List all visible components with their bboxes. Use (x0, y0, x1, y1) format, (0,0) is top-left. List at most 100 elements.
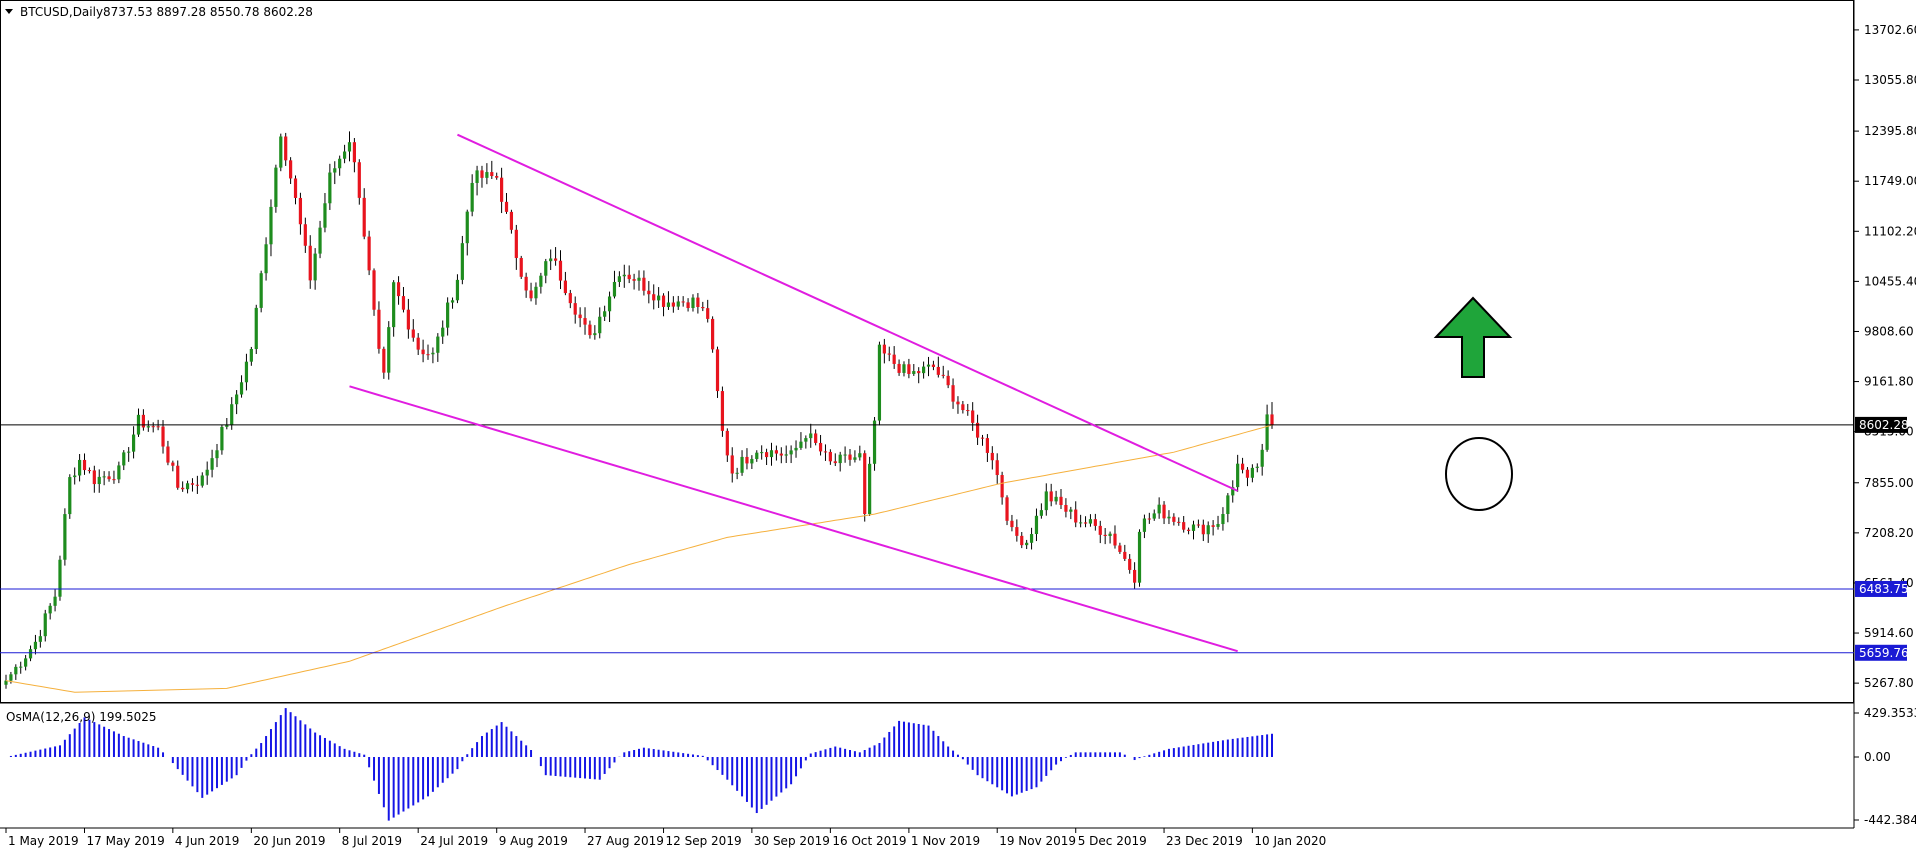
breakout-circle[interactable] (1445, 437, 1513, 511)
candle (553, 247, 558, 266)
candle-body (1152, 513, 1156, 519)
candle (740, 450, 744, 476)
candle (387, 321, 391, 380)
candle (230, 397, 234, 430)
candle-body (1196, 524, 1201, 526)
candle (1010, 514, 1014, 532)
candle (612, 270, 617, 299)
drawing-objects[interactable] (0, 133, 1854, 654)
candle (671, 296, 675, 313)
candle (367, 230, 371, 276)
candle (701, 301, 705, 312)
channel-trendline[interactable] (349, 385, 1238, 653)
candle (858, 445, 862, 461)
candle (1039, 503, 1043, 519)
candle-body (141, 414, 145, 428)
candle-body (1172, 516, 1176, 522)
candle-body (730, 455, 734, 474)
candle (446, 297, 450, 336)
candle (1152, 509, 1156, 521)
candle-body (961, 404, 965, 411)
candle-body (455, 279, 460, 301)
candle (176, 460, 180, 490)
candle (853, 450, 857, 463)
candle-body (971, 410, 975, 423)
candle (181, 481, 185, 492)
candle (4, 674, 8, 689)
candle (666, 291, 671, 310)
candle (1000, 471, 1004, 505)
candle-body (38, 636, 42, 642)
candle (1255, 463, 1259, 473)
candle-body (652, 294, 656, 301)
candle (779, 447, 783, 464)
candle (1240, 457, 1245, 474)
candle-body (1025, 542, 1029, 546)
candle (441, 320, 445, 344)
candle (504, 192, 509, 214)
candle-body (872, 420, 877, 464)
candle (1015, 519, 1019, 542)
candle-body (882, 344, 886, 354)
candle (1083, 516, 1088, 528)
candle (524, 272, 528, 298)
candle-body (274, 167, 278, 207)
candle-body (63, 514, 67, 560)
candle (588, 320, 592, 339)
candle-body (48, 605, 52, 614)
candle (141, 409, 145, 431)
candle (1147, 512, 1151, 524)
candle-body (347, 142, 352, 152)
candle-body (1015, 527, 1019, 536)
candle-body (235, 394, 239, 405)
candle-body (504, 201, 509, 212)
candle (19, 661, 23, 674)
candle (1162, 501, 1166, 525)
candle-body (357, 162, 361, 198)
candle-body (328, 172, 332, 204)
candle-body (421, 349, 425, 355)
candle-body (156, 426, 160, 428)
candle (1231, 480, 1235, 503)
channel-trendline[interactable] (457, 133, 1239, 492)
candle (313, 248, 317, 290)
candle-body (627, 274, 631, 280)
candle-body (1182, 522, 1186, 530)
candle (249, 346, 253, 366)
candle (951, 378, 955, 409)
candle-body (1093, 519, 1097, 526)
candle (676, 295, 680, 310)
candle (1206, 521, 1210, 543)
candle (652, 284, 656, 310)
candle (902, 361, 906, 377)
price-tick-label: 11749.00 (1864, 174, 1916, 188)
candle (794, 440, 798, 458)
candle (1128, 554, 1132, 574)
candle-body (990, 452, 994, 461)
candle (1044, 483, 1048, 516)
candle-body (922, 366, 926, 374)
osma-tick-label: 0.00 (1864, 750, 1891, 764)
candle (63, 508, 67, 566)
candle (323, 193, 327, 233)
up-arrow-icon[interactable] (1433, 296, 1513, 378)
support-price-badge (1855, 644, 1907, 661)
candle-body (254, 307, 258, 349)
candle-body (789, 450, 793, 455)
candle-body (1167, 516, 1171, 519)
candle-body (24, 658, 28, 667)
candle-body (980, 437, 985, 439)
candle-body (838, 454, 842, 464)
candle-body (230, 404, 234, 425)
candle-body (818, 442, 823, 452)
candle-body (1270, 414, 1274, 425)
candle-body (1147, 518, 1151, 520)
collapse-triangle-icon[interactable] (5, 9, 13, 14)
candle (480, 165, 484, 188)
candle-body (259, 273, 263, 308)
candle-body (9, 674, 13, 681)
candle-body (784, 454, 788, 456)
date-tick-label: 5 Dec 2019 (1078, 834, 1147, 848)
candle-body (912, 371, 916, 374)
